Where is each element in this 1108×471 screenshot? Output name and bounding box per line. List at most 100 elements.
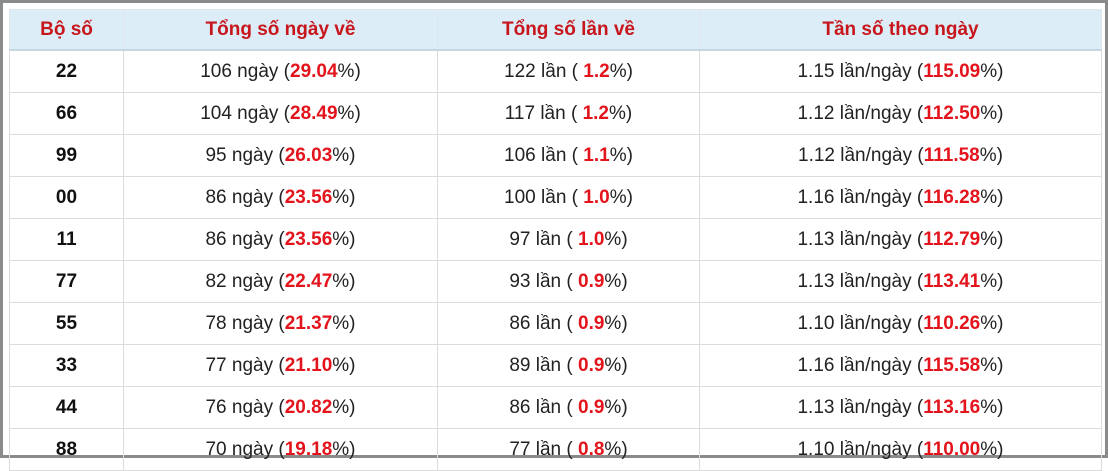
cell-text: %) — [980, 354, 1004, 376]
cell-text: 66 — [55, 102, 78, 124]
cell-text: 1.12 lần/ngày ( — [798, 144, 924, 166]
pair-cell: 55 — [9, 302, 124, 345]
cell-text: %) — [980, 438, 1004, 460]
stat-cell: 77 lần ( 0.8%) — [437, 428, 700, 471]
cell-text: 122 lần ( — [504, 60, 584, 82]
stat-cell: 93 lần ( 0.9%) — [437, 260, 700, 303]
highlight-value: 110.26 — [923, 312, 981, 334]
stat-cell: 117 lần ( 1.2%) — [437, 92, 700, 135]
stat-cell: 106 lần ( 1.1%) — [437, 134, 700, 177]
cell-text: 89 lần ( — [509, 354, 578, 376]
stat-cell: 1.10 lần/ngày (110.26%) — [699, 302, 1102, 345]
cell-text: %) — [980, 396, 1004, 418]
cell-text: %) — [332, 228, 356, 250]
cell-text: 99 — [55, 144, 78, 166]
stat-cell: 97 lần ( 1.0%) — [437, 218, 700, 261]
cell-text: %) — [337, 102, 361, 124]
cell-text: 86 lần ( — [509, 396, 578, 418]
column-header: Bộ số — [9, 9, 124, 51]
cell-text: 1.12 lần/ngày ( — [797, 102, 924, 124]
cell-text: 1.13 lần/ngày ( — [797, 228, 924, 250]
highlight-value: 111.58 — [923, 144, 980, 166]
cell-text: 86 ngày ( — [205, 186, 285, 208]
cell-text: 00 — [55, 186, 78, 208]
column-header: Tổng số ngày về — [123, 9, 438, 51]
highlight-value: 21.37 — [284, 312, 333, 334]
highlight-value: 0.9 — [578, 396, 605, 418]
cell-text: %) — [604, 354, 628, 376]
stat-cell: 76 ngày (20.82%) — [123, 386, 438, 429]
highlight-value: 0.9 — [578, 270, 605, 292]
stat-cell: 86 lần ( 0.9%) — [437, 386, 700, 429]
highlight-value: 112.50 — [923, 102, 981, 124]
highlight-value: 29.04 — [290, 60, 338, 82]
highlight-value: 20.82 — [284, 396, 333, 418]
cell-text: %) — [979, 144, 1003, 166]
cell-text: %) — [609, 102, 633, 124]
highlight-value: 23.56 — [284, 228, 333, 250]
cell-text: 1.13 lần/ngày ( — [797, 270, 924, 292]
highlight-value: 22.47 — [284, 270, 333, 292]
cell-text: 104 ngày ( — [200, 102, 290, 124]
cell-text: 86 lần ( — [509, 312, 578, 334]
highlight-value: 23.56 — [284, 186, 333, 208]
stat-cell: 1.10 lần/ngày (110.00%) — [699, 428, 1102, 471]
stat-cell: 95 ngày (26.03%) — [123, 134, 438, 177]
cell-text: %) — [604, 270, 628, 292]
highlight-value: 115.58 — [923, 354, 981, 376]
cell-text: %) — [609, 60, 633, 82]
cell-text: 97 lần ( — [509, 228, 578, 250]
cell-text: 1.10 lần/ngày ( — [797, 312, 924, 334]
stat-cell: 70 ngày (19.18%) — [123, 428, 438, 471]
column-header: Tổng số lần về — [437, 9, 700, 51]
highlight-value: 0.8 — [578, 438, 605, 460]
cell-text: %) — [980, 312, 1004, 334]
highlight-value: 116.28 — [923, 186, 981, 208]
cell-text: %) — [332, 396, 356, 418]
cell-text: 78 ngày ( — [205, 312, 285, 334]
pair-cell: 44 — [9, 386, 124, 429]
cell-text: 77 — [55, 270, 78, 292]
table-row: 55 78 ngày (21.37%) 86 lần ( 0.9%) 1.10 lần… — [9, 302, 1102, 345]
cell-text: 100 lần ( — [504, 186, 584, 208]
cell-text: %) — [604, 396, 628, 418]
cell-text: 86 ngày ( — [205, 228, 285, 250]
pair-cell: 99 — [9, 134, 124, 177]
cell-text: %) — [604, 312, 628, 334]
pair-cell: 11 — [9, 218, 124, 261]
table-row: 11 86 ngày (23.56%) 97 lần ( 1.0%) 1.13 lần… — [9, 218, 1102, 261]
table-row: 22 106 ngày (29.04%) 122 lần ( 1.2%) 1.15 l… — [9, 49, 1102, 93]
table-body: 22 106 ngày (29.04%) 122 lần ( 1.2%) 1.15 l… — [9, 49, 1102, 471]
cell-text: 22 — [55, 60, 78, 82]
cell-text: 77 ngày ( — [205, 354, 285, 376]
highlight-value: 1.0 — [583, 186, 610, 208]
cell-text: 76 ngày ( — [205, 396, 285, 418]
highlight-value: 110.00 — [923, 438, 981, 460]
highlight-value: 113.16 — [923, 396, 981, 418]
table-row: 44 76 ngày (20.82%) 86 lần ( 0.9%) 1.13 lần… — [9, 386, 1102, 429]
table-row: 77 82 ngày (22.47%) 93 lần ( 0.9%) 1.13 lần… — [9, 260, 1102, 303]
cell-text: %) — [332, 312, 356, 334]
cell-text: 44 — [55, 396, 78, 418]
stat-cell: 1.13 lần/ngày (113.16%) — [699, 386, 1102, 429]
cell-text: %) — [980, 186, 1004, 208]
cell-text: 88 — [55, 438, 78, 460]
stat-cell: 122 lần ( 1.2%) — [437, 49, 700, 93]
pair-cell: 22 — [9, 49, 124, 93]
stat-cell: 77 ngày (21.10%) — [123, 344, 438, 387]
cell-text: 117 lần ( — [504, 102, 583, 124]
header-row: Bộ số Tổng số ngày về Tổng số lần về Tần số… — [9, 9, 1102, 51]
pair-cell: 33 — [9, 344, 124, 387]
cell-text: 77 lần ( — [509, 438, 578, 460]
pair-cell: 77 — [9, 260, 124, 303]
stat-cell: 1.16 lần/ngày (116.28%) — [699, 176, 1102, 219]
cell-text: %) — [980, 228, 1004, 250]
stat-cell: 86 lần ( 0.9%) — [437, 302, 700, 345]
cell-text: %) — [332, 144, 356, 166]
column-header: Tần số theo ngày — [699, 9, 1102, 51]
cell-text: %) — [332, 354, 356, 376]
cell-text: 93 lần ( — [509, 270, 578, 292]
cell-text: 1.13 lần/ngày ( — [797, 396, 924, 418]
cell-text: %) — [604, 438, 628, 460]
